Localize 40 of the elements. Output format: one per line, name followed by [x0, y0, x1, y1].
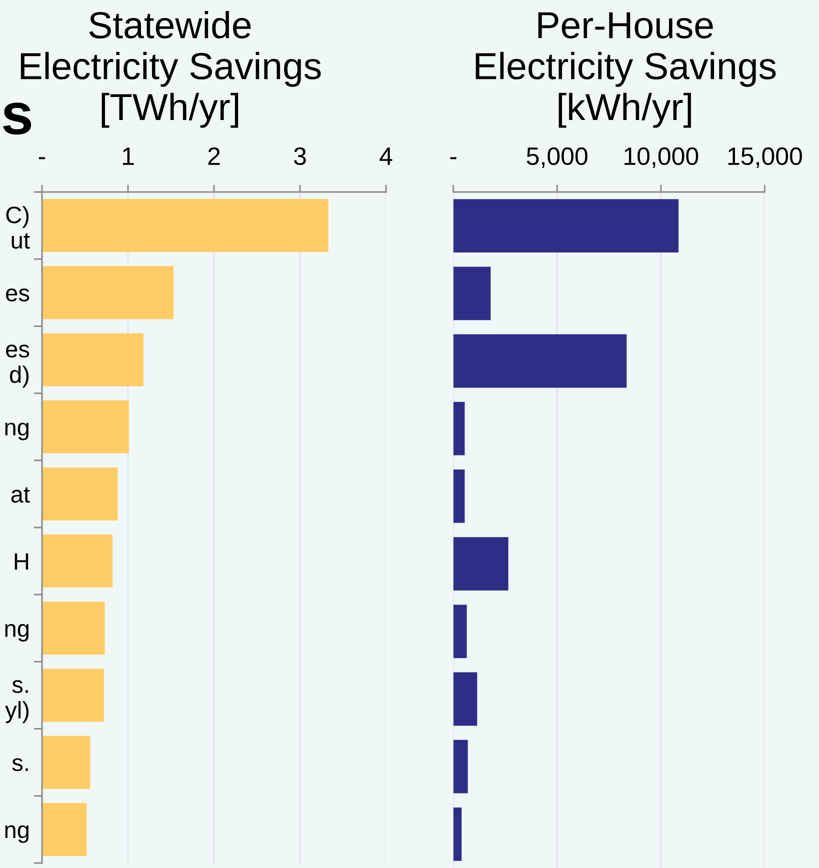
bar — [42, 400, 129, 454]
x-tick-label: 15,000 — [728, 147, 802, 168]
bar — [453, 402, 465, 456]
bar — [42, 199, 328, 252]
y-tick-label: H — [14, 553, 28, 570]
bar — [453, 266, 491, 320]
x-tick-label: - — [38, 157, 46, 160]
x-tick-label: 10,000 — [624, 147, 698, 168]
bar — [453, 537, 508, 590]
bar — [42, 266, 174, 320]
bar — [42, 602, 105, 655]
bar — [42, 736, 90, 789]
bar — [42, 802, 87, 856]
x-tick-label: 2 — [208, 147, 220, 165]
y-tick-label: s. — [12, 758, 28, 772]
y-tick-label: ng — [5, 422, 28, 440]
chart-title: Per-House Electricity Savings [kWh/yr] — [476, 12, 776, 128]
x-tick-label: 5,000 — [526, 147, 588, 168]
x-tick-label: 1 — [122, 148, 134, 165]
y-tick-label: at — [11, 487, 30, 503]
y-tick-label: ng — [5, 825, 28, 843]
y-tick-label: C) ut — [6, 206, 30, 249]
bar — [453, 199, 679, 252]
bar — [453, 470, 465, 523]
bar — [42, 333, 144, 386]
y-tick-label: ng — [5, 624, 28, 642]
bar — [42, 534, 113, 588]
bar — [453, 334, 627, 388]
bar — [42, 668, 104, 722]
x-tick-label: 3 — [294, 147, 306, 166]
y-tick-label: s. yl) — [5, 680, 29, 724]
bar — [453, 740, 468, 794]
x-tick-label: 4 — [380, 148, 392, 165]
y-tick-label: es d) — [6, 344, 30, 388]
x-tick-label: - — [450, 157, 456, 160]
bar — [42, 467, 118, 520]
bar — [453, 672, 478, 726]
bar — [453, 604, 467, 658]
bar — [453, 808, 462, 861]
y-tick-label: es — [6, 288, 30, 302]
